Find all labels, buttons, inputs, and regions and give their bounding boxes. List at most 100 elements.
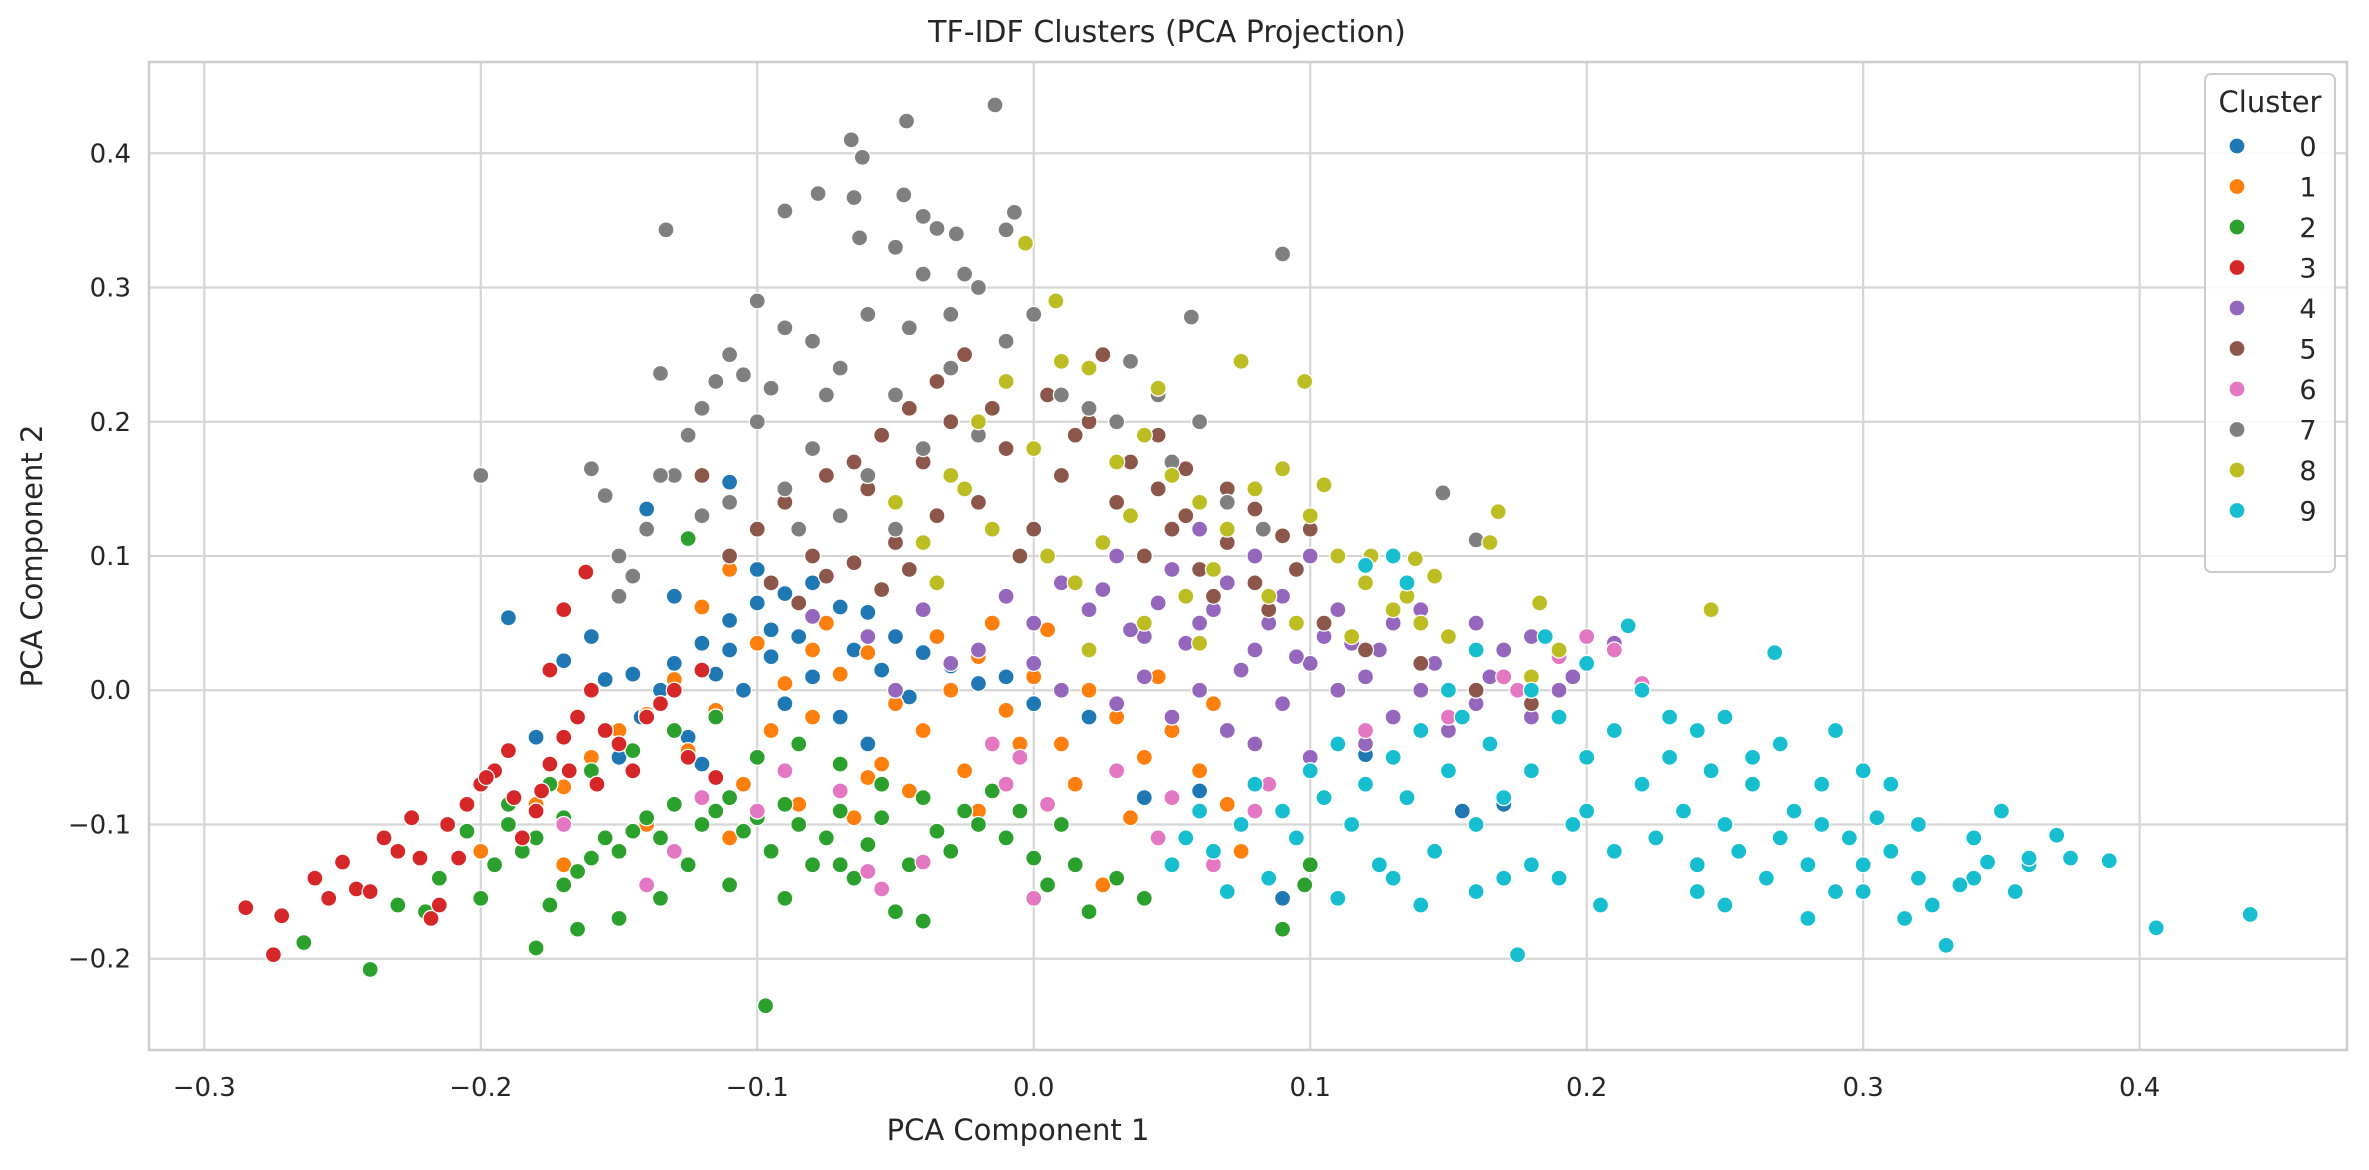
- data-point: [1177, 460, 1195, 478]
- data-point: [1343, 627, 1361, 646]
- data-point: [1799, 856, 1817, 874]
- data-point: [1771, 735, 1789, 753]
- data-point: [1329, 547, 1347, 565]
- x-tick-label: 0.2: [1566, 1073, 1607, 1103]
- data-point: [1453, 802, 1471, 820]
- data-point: [942, 466, 960, 485]
- data-point: [361, 960, 379, 979]
- data-point: [264, 946, 283, 964]
- y-tick-label: −0.2: [68, 945, 131, 975]
- data-point: [997, 439, 1015, 458]
- legend-marker: [2228, 461, 2246, 479]
- data-point: [734, 681, 753, 699]
- data-point: [1495, 788, 1513, 807]
- data-point: [942, 681, 960, 699]
- data-point: [1052, 352, 1071, 371]
- data-point: [873, 661, 891, 679]
- data-point: [1495, 641, 1513, 659]
- data-point: [1287, 560, 1306, 579]
- data-point: [1315, 788, 1333, 807]
- data-point: [1025, 889, 1043, 907]
- data-point: [1108, 493, 1126, 511]
- data-point: [1785, 802, 1803, 820]
- data-point: [577, 563, 595, 581]
- data-point: [568, 920, 587, 938]
- data-point: [1163, 520, 1181, 538]
- data-point: [665, 795, 683, 813]
- data-point: [1011, 802, 1029, 820]
- data-point: [1108, 695, 1126, 713]
- data-point: [624, 741, 642, 760]
- data-point: [430, 869, 448, 887]
- data-point: [1080, 641, 1098, 659]
- data-point: [1287, 648, 1306, 666]
- data-point: [1052, 681, 1071, 699]
- data-point: [928, 219, 946, 238]
- data-point: [1121, 621, 1140, 639]
- data-point: [1965, 829, 1983, 847]
- data-point: [568, 708, 587, 726]
- data-point: [1688, 882, 1706, 901]
- data-point: [1868, 809, 1886, 827]
- data-point: [1190, 782, 1209, 800]
- data-point: [1578, 627, 1596, 646]
- y-axis-label: PCA Component 2: [15, 425, 49, 688]
- chart-title: TF-IDF Clusters (PCA Projection): [927, 15, 1406, 50]
- data-point: [831, 665, 849, 683]
- data-point: [1605, 721, 1623, 740]
- data-point: [624, 762, 642, 780]
- data-point: [1951, 876, 1969, 894]
- data-point: [914, 912, 932, 930]
- data-point: [1254, 520, 1272, 538]
- data-point: [1716, 815, 1734, 834]
- data-point: [1135, 889, 1153, 907]
- data-point: [1757, 869, 1776, 887]
- data-point: [651, 829, 670, 847]
- data-point: [1315, 614, 1333, 632]
- data-point: [859, 466, 877, 485]
- data-point: [1412, 614, 1430, 632]
- data-point: [1688, 721, 1706, 740]
- data-point: [665, 842, 683, 860]
- data-point: [422, 909, 440, 928]
- data-point: [1743, 748, 1762, 767]
- data-point: [895, 186, 913, 204]
- legend-title: Cluster: [2219, 85, 2322, 119]
- data-point: [1163, 856, 1181, 874]
- data-point: [1489, 503, 1507, 521]
- data-point: [1038, 621, 1057, 639]
- data-point: [1301, 654, 1319, 673]
- data-point: [1190, 614, 1209, 632]
- data-point: [1619, 617, 1637, 635]
- plot-area-frame: [147, 60, 2349, 1052]
- data-point: [762, 842, 780, 860]
- data-point: [651, 466, 670, 485]
- data-point: [1840, 829, 1858, 847]
- legend-items: 0 1 2 3 4 5 6 7 8 9: [2228, 132, 2317, 528]
- data-point: [485, 856, 504, 874]
- data-point: [734, 775, 753, 793]
- data-point: [2020, 849, 2038, 867]
- data-point: [1025, 654, 1043, 673]
- data-point: [610, 587, 628, 605]
- data-point: [1356, 668, 1375, 686]
- legend-marker: [2228, 339, 2246, 358]
- data-point: [1605, 641, 1623, 659]
- data-point: [1080, 708, 1098, 726]
- data-point: [638, 876, 656, 894]
- data-point: [1826, 882, 1845, 901]
- data-point: [1495, 668, 1513, 686]
- data-point: [955, 345, 974, 364]
- data-point: [873, 775, 891, 793]
- data-point: [790, 627, 808, 646]
- data-point: [1260, 869, 1278, 887]
- data-point: [1204, 695, 1223, 713]
- data-point: [845, 869, 863, 887]
- data-point: [657, 221, 675, 239]
- data-point: [1481, 735, 1499, 753]
- data-point: [969, 815, 988, 834]
- data-point: [1296, 372, 1314, 391]
- data-point: [845, 188, 863, 207]
- data-point: [748, 634, 766, 652]
- data-point: [1218, 574, 1236, 592]
